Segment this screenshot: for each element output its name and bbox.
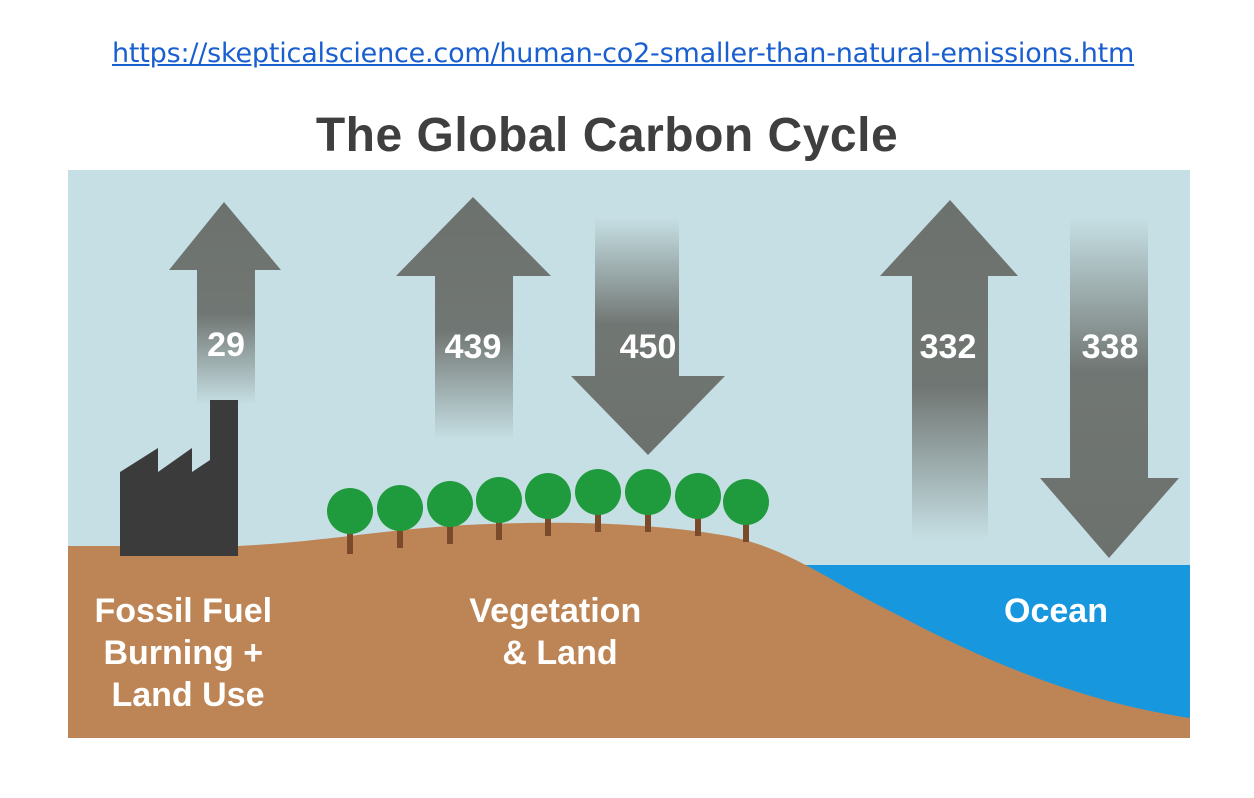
arrow-vegetation-up: 439	[396, 197, 551, 440]
flux-value: 29	[207, 326, 245, 364]
region-label-ocean: Ocean	[1004, 592, 1108, 630]
tree-icon	[427, 481, 473, 544]
tree-icon	[476, 477, 522, 540]
factory-icon	[120, 400, 238, 556]
region-label-fossil: Fossil Fuel Burning + Land Use	[94, 592, 281, 714]
arrow-vegetation-down: 450	[571, 218, 725, 455]
carbon-cycle-diagram: 29 439 450 332 338 Fossil Fuel Burning +…	[68, 170, 1190, 738]
arrow-ocean-up: 332	[880, 200, 1018, 540]
tree-icon	[675, 473, 721, 536]
tree-icon	[723, 479, 769, 542]
tree-row	[327, 469, 769, 554]
flux-value: 338	[1082, 328, 1139, 366]
tree-icon	[327, 488, 373, 554]
tree-icon	[525, 473, 571, 536]
flux-value: 439	[445, 328, 502, 366]
arrow-fossil-up: 29	[169, 202, 281, 405]
region-label-vegetation: Vegetation & Land	[469, 592, 650, 672]
source-link[interactable]: https://skepticalscience.com/human-co2-s…	[112, 38, 1135, 69]
tree-icon	[377, 485, 423, 548]
arrow-ocean-down: 338	[1040, 218, 1179, 558]
flux-value: 332	[920, 328, 977, 366]
tree-icon	[625, 469, 671, 532]
tree-icon	[575, 469, 621, 532]
flux-value: 450	[620, 328, 677, 366]
diagram-title: The Global Carbon Cycle	[315, 109, 899, 162]
ground	[68, 522, 1190, 738]
